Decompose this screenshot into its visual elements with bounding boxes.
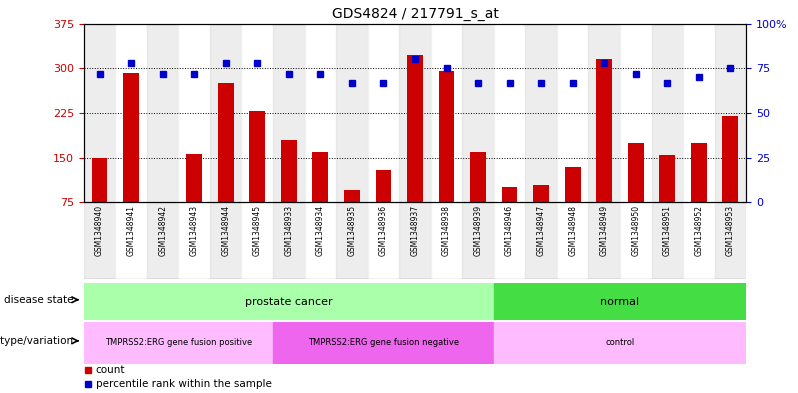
Bar xyxy=(305,24,336,202)
Bar xyxy=(242,202,273,279)
Bar xyxy=(494,24,525,202)
Bar xyxy=(470,152,486,202)
Bar xyxy=(628,143,644,202)
Text: control: control xyxy=(606,338,634,347)
Text: GSM1348951: GSM1348951 xyxy=(663,205,672,256)
Bar xyxy=(336,202,368,279)
Bar xyxy=(336,24,368,202)
Bar xyxy=(431,202,462,279)
Bar xyxy=(683,24,714,202)
Bar xyxy=(179,202,210,279)
Bar xyxy=(84,202,116,279)
Bar xyxy=(273,322,494,364)
Bar xyxy=(147,24,179,202)
Bar xyxy=(714,24,746,202)
Text: GSM1348946: GSM1348946 xyxy=(505,205,514,256)
Title: GDS4824 / 217791_s_at: GDS4824 / 217791_s_at xyxy=(331,7,499,21)
Bar xyxy=(305,202,336,279)
Text: GSM1348947: GSM1348947 xyxy=(536,205,546,256)
Text: prostate cancer: prostate cancer xyxy=(245,297,333,307)
Bar xyxy=(84,24,116,202)
Text: GSM1348948: GSM1348948 xyxy=(568,205,577,256)
Bar xyxy=(313,152,328,202)
Bar xyxy=(147,202,179,279)
Bar xyxy=(494,202,525,279)
Bar xyxy=(116,24,147,202)
Bar xyxy=(651,202,683,279)
Bar xyxy=(179,24,210,202)
Bar xyxy=(368,24,399,202)
Bar xyxy=(399,24,431,202)
Bar xyxy=(273,202,305,279)
Bar xyxy=(186,154,202,202)
Bar xyxy=(439,71,454,202)
Text: GSM1348936: GSM1348936 xyxy=(379,205,388,256)
Bar xyxy=(462,202,494,279)
Text: GSM1348953: GSM1348953 xyxy=(726,205,735,256)
Bar xyxy=(218,83,234,202)
Text: percentile rank within the sample: percentile rank within the sample xyxy=(96,379,271,389)
Bar xyxy=(588,24,620,202)
Bar xyxy=(502,187,517,202)
Bar xyxy=(431,24,462,202)
Bar xyxy=(714,202,746,279)
Bar xyxy=(565,167,580,202)
Bar xyxy=(84,283,494,320)
Text: GSM1348939: GSM1348939 xyxy=(473,205,483,256)
Text: GSM1348940: GSM1348940 xyxy=(95,205,104,256)
Bar xyxy=(399,202,431,279)
Bar xyxy=(92,158,108,202)
Text: GSM1348935: GSM1348935 xyxy=(347,205,357,256)
Bar xyxy=(620,24,651,202)
Text: count: count xyxy=(96,365,125,375)
Bar xyxy=(84,322,273,364)
Bar xyxy=(116,202,147,279)
Text: TMPRSS2:ERG gene fusion positive: TMPRSS2:ERG gene fusion positive xyxy=(105,338,252,347)
Bar xyxy=(659,155,675,202)
Bar xyxy=(344,191,360,202)
Bar xyxy=(249,111,265,202)
Bar xyxy=(210,24,242,202)
Bar xyxy=(407,55,423,202)
Text: TMPRSS2:ERG gene fusion negative: TMPRSS2:ERG gene fusion negative xyxy=(308,338,459,347)
Text: GSM1348937: GSM1348937 xyxy=(410,205,420,256)
Bar xyxy=(596,59,612,202)
Bar xyxy=(588,202,620,279)
Text: GSM1348938: GSM1348938 xyxy=(442,205,451,256)
Bar xyxy=(376,170,391,202)
Text: GSM1348941: GSM1348941 xyxy=(127,205,136,256)
Bar xyxy=(557,24,588,202)
Text: GSM1348949: GSM1348949 xyxy=(600,205,609,256)
Text: GSM1348942: GSM1348942 xyxy=(158,205,167,256)
Bar xyxy=(242,24,273,202)
Bar xyxy=(494,322,746,364)
Text: GSM1348943: GSM1348943 xyxy=(190,205,199,256)
Bar xyxy=(525,202,557,279)
Text: GSM1348952: GSM1348952 xyxy=(694,205,703,256)
Bar xyxy=(462,24,494,202)
Bar xyxy=(557,202,588,279)
Bar xyxy=(281,140,297,202)
Text: disease state: disease state xyxy=(4,295,73,305)
Bar xyxy=(533,184,549,202)
Bar xyxy=(651,24,683,202)
Text: GSM1348944: GSM1348944 xyxy=(221,205,230,256)
Bar xyxy=(683,202,714,279)
Bar xyxy=(722,116,738,202)
Text: GSM1348934: GSM1348934 xyxy=(316,205,325,256)
Bar xyxy=(123,73,139,202)
Bar xyxy=(525,24,557,202)
Bar xyxy=(273,24,305,202)
Bar xyxy=(210,202,242,279)
Text: genotype/variation: genotype/variation xyxy=(0,336,73,346)
Text: GSM1348945: GSM1348945 xyxy=(253,205,262,256)
Bar xyxy=(494,283,746,320)
Bar xyxy=(620,202,651,279)
Text: GSM1348933: GSM1348933 xyxy=(284,205,294,256)
Text: GSM1348950: GSM1348950 xyxy=(631,205,640,256)
Bar xyxy=(368,202,399,279)
Text: normal: normal xyxy=(600,297,639,307)
Bar xyxy=(691,143,707,202)
